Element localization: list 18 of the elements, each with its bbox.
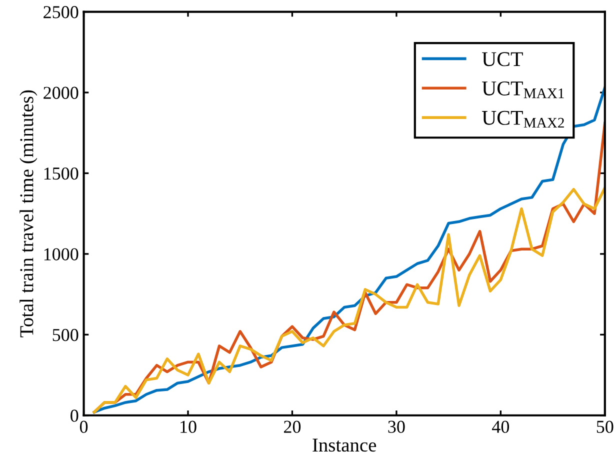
x-tick-label: 10	[180, 420, 196, 433]
y-tick-label: 500	[52, 328, 78, 342]
y-tick-label: 2500	[44, 6, 78, 18]
y-tick-label: 0	[70, 410, 78, 422]
y-tick-label: 2000	[44, 86, 78, 99]
y-axis-title: Total train travel time (minutes)	[20, 90, 38, 338]
x-tick-label: 30	[388, 420, 405, 433]
legend-label: UCT	[482, 52, 523, 66]
y-tick-label: 1500	[44, 167, 78, 180]
x-tick-label: 40	[492, 420, 510, 433]
line-series	[92, 186, 605, 414]
x-tick-label: 50	[596, 420, 614, 433]
legend-label: UCT$_{MAX2}$	[482, 110, 564, 128]
x-axis-title: Instance	[312, 438, 376, 452]
y-tick-label: 1000	[44, 248, 78, 260]
legend-label: UCT$_{MAX1}$	[482, 81, 564, 98]
x-tick-label: 0	[80, 420, 88, 433]
x-tick-label: 20	[284, 420, 301, 433]
